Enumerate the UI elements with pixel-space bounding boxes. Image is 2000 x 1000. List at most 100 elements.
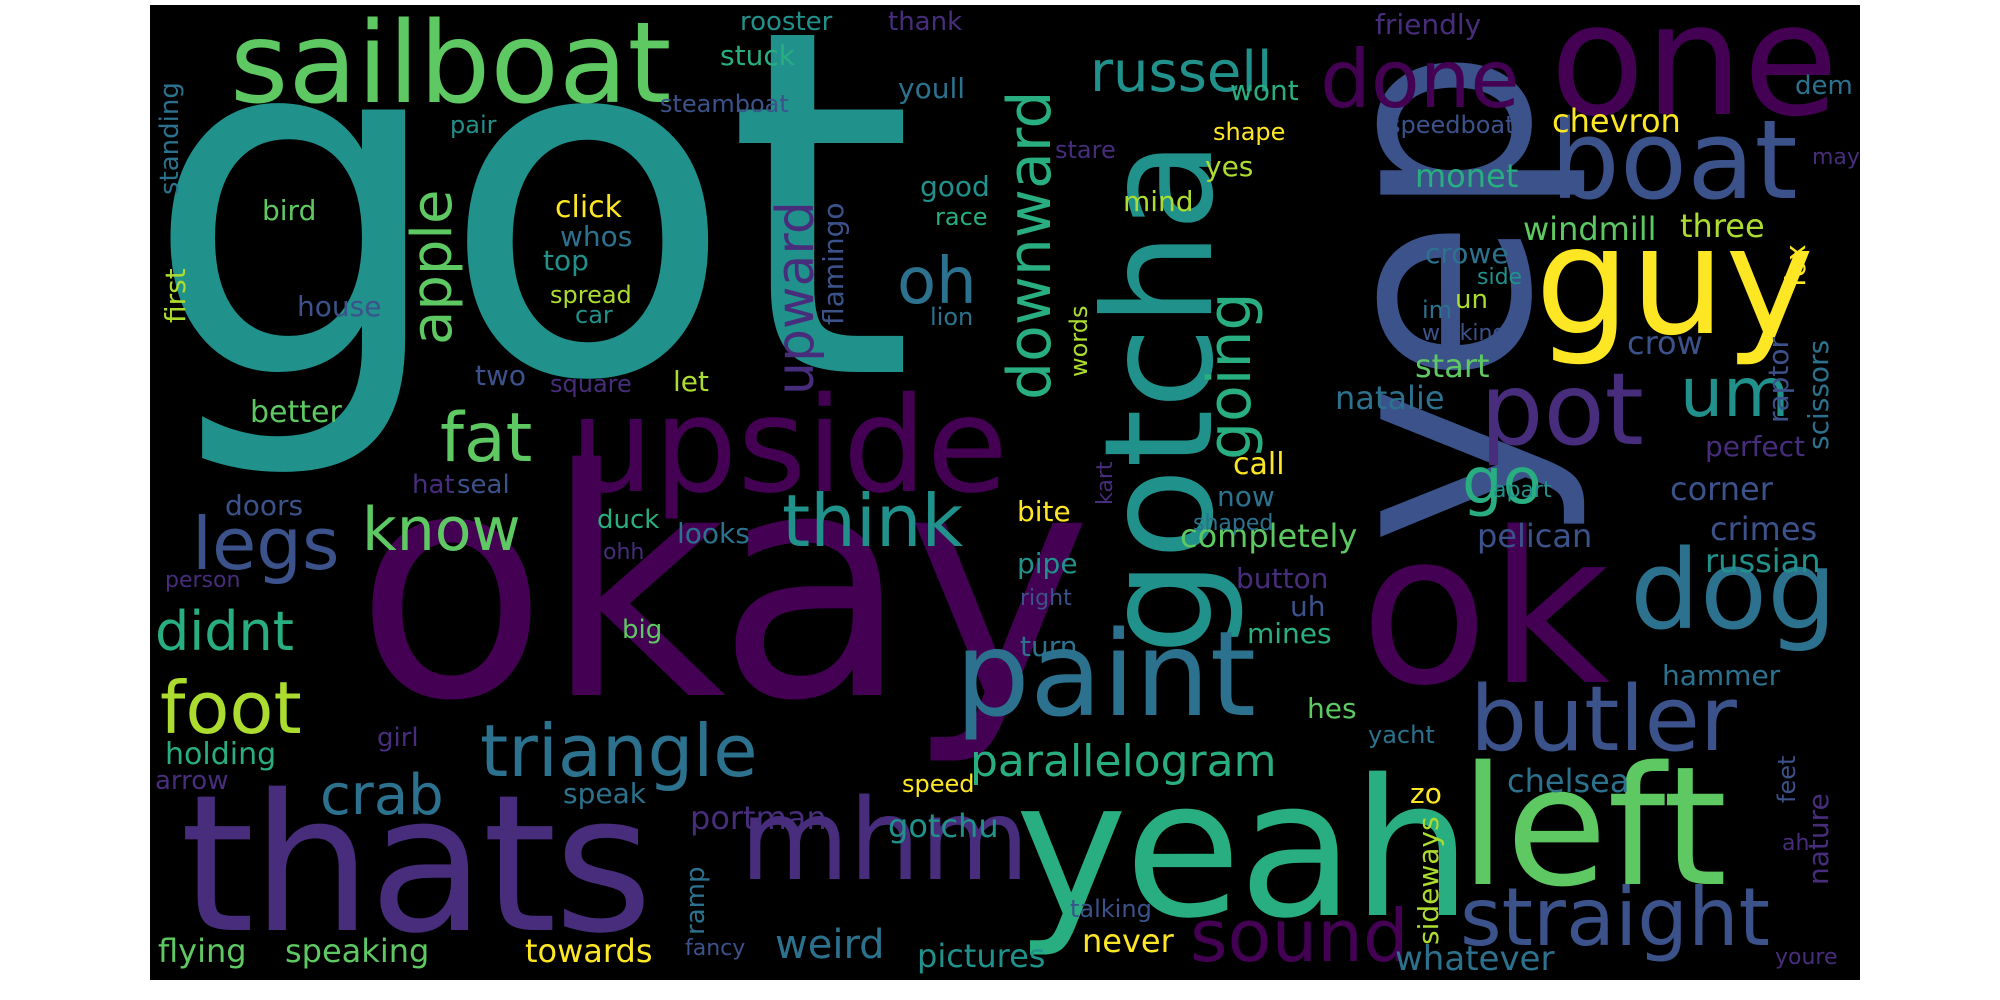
- word-got: got: [150, 5, 915, 486]
- word-shape: shape: [1213, 118, 1286, 146]
- word-button: button: [1236, 562, 1329, 595]
- word-fancy: fancy: [685, 936, 746, 961]
- word-um: um: [1680, 354, 1790, 433]
- word-kart: kart: [1093, 461, 1118, 505]
- word-bird: bird: [262, 194, 317, 227]
- word-wont: wont: [1230, 74, 1299, 107]
- word-dem: dem: [1795, 71, 1853, 101]
- word-good: good: [920, 170, 990, 203]
- word-portman: portman: [690, 799, 827, 837]
- word-go: go: [1462, 445, 1542, 519]
- word-girl: girl: [377, 723, 419, 753]
- word-completely: completely: [1180, 517, 1358, 555]
- word-rooster: rooster: [740, 7, 833, 37]
- word-sound: sound: [1190, 894, 1409, 978]
- word-never: never: [1082, 922, 1174, 960]
- word-weird: weird: [775, 922, 885, 968]
- word-ohh: ohh: [603, 540, 645, 565]
- word-steamboat: steamboat: [660, 90, 789, 118]
- word-big: big: [622, 615, 663, 645]
- word-parallelogram: parallelogram: [970, 736, 1277, 787]
- word-russell: russell: [1090, 40, 1273, 105]
- word-done: done: [1320, 33, 1520, 126]
- word-turn: turn: [1020, 630, 1078, 663]
- word-shaped: shaped: [1193, 511, 1274, 536]
- word-ramp: ramp: [681, 866, 711, 935]
- word-scissors: scissors: [1802, 339, 1835, 450]
- word-cloud: got okay yep thats yeah ok gotcha upside…: [150, 5, 1860, 980]
- word-bite: bite: [1017, 495, 1071, 528]
- word-paint: paint: [955, 605, 1257, 743]
- word-okay: okay: [355, 404, 1092, 770]
- word-hes: hes: [1307, 692, 1357, 725]
- word-lion: lion: [930, 303, 974, 331]
- word-feet: feet: [1773, 755, 1801, 803]
- word-side: side: [1477, 265, 1523, 290]
- word-pipe: pipe: [1017, 547, 1078, 580]
- word-arrow: arrow: [155, 766, 229, 796]
- word-flamingo: flamingo: [817, 202, 850, 326]
- word-better: better: [250, 395, 342, 430]
- word-hammer: hammer: [1662, 659, 1781, 692]
- word-apart: apart: [1493, 478, 1552, 503]
- word-looks: looks: [677, 517, 750, 550]
- word-crow: crow: [1627, 324, 1703, 362]
- word-upward: upward: [766, 201, 826, 395]
- word-fat: fat: [440, 399, 533, 478]
- word-youre: youre: [1775, 945, 1838, 970]
- word-spread: spread: [550, 281, 632, 309]
- word-know: know: [362, 495, 521, 565]
- word-square: square: [550, 370, 632, 398]
- word-friendly: friendly: [1375, 8, 1482, 41]
- word-straight: straight: [1460, 871, 1771, 964]
- word-walking: walking: [1422, 321, 1507, 346]
- word-stuck: stuck: [720, 39, 795, 72]
- word-pot: pot: [1480, 351, 1644, 468]
- word-speak: speak: [563, 777, 646, 810]
- word-raptor: raptor: [1762, 336, 1795, 423]
- word-words: words: [1065, 305, 1093, 378]
- word-speed: speed: [902, 770, 975, 798]
- word-whatever: whatever: [1395, 939, 1555, 979]
- word-dog: dog: [1630, 526, 1837, 654]
- word-crowe: crowe: [1425, 237, 1509, 270]
- word-top: top: [543, 244, 589, 277]
- word-right: right: [1020, 586, 1072, 611]
- word-start: start: [1415, 347, 1490, 385]
- word-thank: thank: [888, 7, 963, 37]
- word-click: click: [555, 190, 623, 225]
- word-guy: guy: [1535, 195, 1815, 369]
- word-car: car: [575, 301, 613, 329]
- word-boat: boat: [1550, 96, 1798, 224]
- word-crimes: crimes: [1710, 510, 1818, 548]
- word-left: left: [1460, 731, 1728, 923]
- word-russian: russian: [1705, 542, 1821, 580]
- word-yacht: yacht: [1368, 721, 1435, 749]
- word-seal: seal: [457, 470, 510, 500]
- word-pair: pair: [450, 111, 497, 139]
- word-triangle: triangle: [480, 709, 758, 793]
- word-talking: talking: [1070, 895, 1152, 923]
- word-corner: corner: [1670, 470, 1773, 508]
- word-towards: towards: [525, 932, 653, 970]
- word-pictures: pictures: [917, 937, 1046, 975]
- word-two: two: [475, 359, 527, 392]
- word-sailboat: sailboat: [230, 5, 672, 129]
- word-whos: whos: [560, 220, 633, 253]
- word-monet: monet: [1415, 157, 1519, 195]
- word-chevron: chevron: [1552, 102, 1681, 140]
- word-going: going: [1195, 292, 1265, 460]
- word-uh: uh: [1290, 590, 1326, 623]
- word-apple: apple: [400, 189, 465, 345]
- word-one: one: [1550, 5, 1839, 151]
- word-standing: standing: [155, 82, 185, 195]
- word-upside: upside: [570, 369, 1008, 523]
- word-sideways: sideways: [1412, 816, 1445, 945]
- word-holding: holding: [165, 737, 277, 772]
- word-im: im: [1422, 296, 1453, 324]
- word-mines: mines: [1247, 617, 1332, 650]
- word-gotchu: gotchu: [888, 807, 999, 845]
- word-race: race: [935, 203, 988, 231]
- word-yes: yes: [1205, 150, 1254, 183]
- word-youll: youll: [898, 72, 966, 105]
